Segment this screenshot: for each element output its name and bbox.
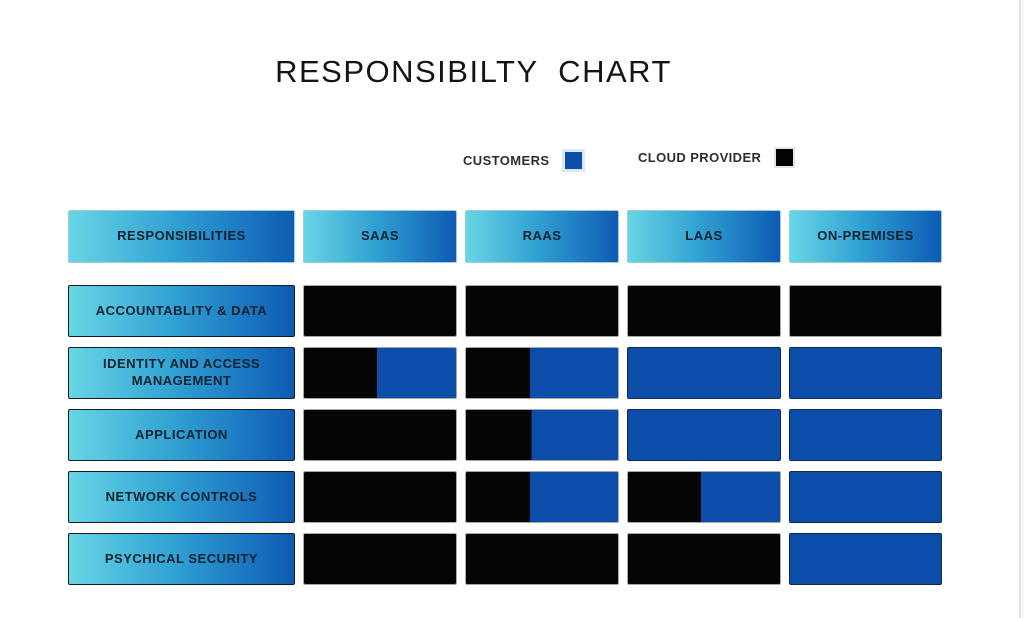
matrix-cell [789, 409, 942, 461]
table-row: PSYCHICAL SECURITY [68, 533, 944, 585]
column-header-laas: LAAS [627, 210, 781, 263]
matrix-cell [303, 471, 457, 523]
table-body: ACCOUNTABLITY & DATA IDENTITY AND ACCESS … [68, 285, 944, 585]
table-row: ACCOUNTABLITY & DATA [68, 285, 944, 337]
matrix-cell [465, 471, 619, 523]
matrix-cell [627, 471, 781, 523]
matrix-cell [627, 347, 781, 399]
table-row: APPLICATION [68, 409, 944, 461]
row-label: ACCOUNTABLITY & DATA [68, 285, 295, 337]
legend-cloud-provider: CLOUD PROVIDER [638, 147, 796, 168]
matrix-cell [627, 533, 781, 585]
responsibility-matrix: RESPONSIBILITIES SAAS RAAS LAAS ON-PREMISES … [68, 210, 944, 585]
table-row: NETWORK CONTROLS [68, 471, 944, 523]
row-label: IDENTITY AND ACCESS MANAGEMENT [68, 347, 295, 399]
matrix-cell [789, 347, 942, 399]
provider-swatch-icon [774, 147, 796, 168]
legend-customers-label: CUSTOMERS [463, 153, 550, 168]
matrix-cell [789, 533, 942, 585]
column-header-on-premises: ON-PREMISES [789, 210, 942, 263]
matrix-cell [627, 285, 781, 337]
matrix-cell [627, 409, 781, 461]
matrix-cell [465, 285, 619, 337]
legend-provider-label: CLOUD PROVIDER [638, 150, 762, 165]
customer-swatch-icon [562, 149, 586, 172]
matrix-cell [465, 347, 619, 399]
matrix-cell [789, 285, 942, 337]
column-header-saas: SAAS [303, 210, 457, 263]
column-header-responsibilities: RESPONSIBILITIES [68, 210, 295, 263]
row-label: NETWORK CONTROLS [68, 471, 295, 523]
row-label: APPLICATION [68, 409, 295, 461]
column-header-raas: RAAS [465, 210, 619, 263]
table-header-row: RESPONSIBILITIES SAAS RAAS LAAS ON-PREMISES [68, 210, 944, 263]
page-edge-divider [1019, 0, 1021, 618]
table-row: IDENTITY AND ACCESS MANAGEMENT [68, 347, 944, 399]
matrix-cell [303, 533, 457, 585]
matrix-cell [303, 347, 457, 399]
matrix-cell [465, 409, 619, 461]
row-label: PSYCHICAL SECURITY [68, 533, 295, 585]
page-edge-strip [1020, 0, 1024, 618]
matrix-cell [789, 471, 942, 523]
matrix-cell [303, 285, 457, 337]
page-title: RESPONSIBILTY CHART [275, 54, 672, 89]
legend-customers: CUSTOMERS [463, 149, 586, 172]
matrix-cell [303, 409, 457, 461]
matrix-cell [465, 533, 619, 585]
